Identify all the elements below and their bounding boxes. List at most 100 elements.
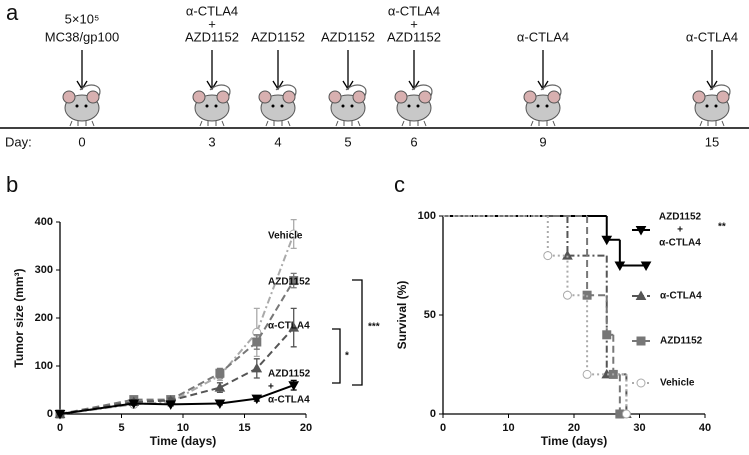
mouse [692, 84, 731, 127]
x-tick-label: 20 [568, 422, 580, 434]
mouse-feet [335, 120, 361, 127]
marker [54, 410, 66, 420]
mouse-eye [205, 104, 209, 108]
marker [251, 362, 263, 373]
marker [165, 400, 177, 410]
legend-label: + [677, 225, 683, 236]
mouse-ear [328, 90, 342, 104]
mouse-eye [545, 104, 549, 108]
treatment-label: AZD1152 [321, 29, 375, 44]
legend-label: AZD1152 [660, 336, 703, 347]
treatment-label: MC38/gp100 [45, 29, 119, 44]
x-tick-label: 30 [633, 422, 645, 434]
mouse-ear [86, 90, 100, 104]
legend-label: α-CTLA4 [659, 238, 701, 249]
significance-label: * [345, 351, 349, 362]
marker [636, 378, 646, 388]
treatment-label: + [208, 16, 216, 31]
x-axis-label: Time (days) [541, 434, 607, 448]
mouse [62, 84, 101, 127]
significance-bracket [352, 279, 363, 386]
panel-label: b [6, 172, 18, 197]
mouse [523, 84, 562, 127]
x-tick-label: 5 [118, 422, 124, 434]
marker [602, 330, 612, 340]
series-line [59, 233, 295, 415]
marker [635, 290, 647, 300]
y-axis-label: Survival (%) [395, 281, 409, 350]
mouse-eye [84, 104, 88, 108]
mouse-ear [258, 90, 272, 104]
marker [288, 381, 300, 391]
mouse-feet [699, 120, 725, 127]
treatment-label: AZD1152 [185, 29, 239, 44]
marker [214, 399, 226, 409]
marker [214, 382, 226, 392]
y-axis-label: Tumor size (mm³) [12, 268, 26, 367]
y-tick-label: 400 [35, 216, 53, 228]
marker [288, 322, 300, 332]
mouse-eye [75, 104, 79, 108]
treatment-label: α-CTLA4 [686, 29, 738, 44]
y-tick-label: 50 [424, 309, 436, 321]
marker [614, 261, 626, 272]
legend-label: α-CTLA4 [268, 395, 310, 406]
series-line [59, 280, 295, 415]
treatment-label: α-CTLA4 [517, 29, 569, 44]
marker [252, 337, 262, 347]
marker [621, 409, 631, 419]
y-tick-label: 300 [35, 264, 53, 276]
marker [215, 368, 225, 378]
x-tick-label: 40 [699, 422, 711, 434]
mouse-ear [692, 90, 706, 104]
treatment-label: α-CTLA4 [388, 3, 440, 18]
treatment-label: AZD1152 [251, 29, 305, 44]
series-line [59, 384, 295, 415]
legend-label: α-CTLA4 [268, 321, 310, 332]
y-tick-label: 0 [430, 408, 436, 420]
mouse-eye [407, 104, 411, 108]
mouse-eye [705, 104, 709, 108]
significance-label: ** [718, 222, 726, 233]
significance-label: *** [368, 322, 380, 333]
mouse [328, 84, 367, 127]
legend-label: AZD1152 [268, 277, 311, 288]
mouse-ear [62, 90, 76, 104]
mouse-eye [280, 104, 284, 108]
y-tick-label: 100 [35, 360, 53, 372]
mouse-ear [192, 90, 206, 104]
legend-label: Vehicle [660, 378, 695, 389]
mouse-feet [265, 120, 291, 127]
marker [289, 229, 299, 239]
mouse-eye [350, 104, 354, 108]
legend-label: AZD1152 [268, 369, 311, 380]
mouse-eye [536, 104, 540, 108]
mouse-ear [523, 90, 537, 104]
legend-label: Vehicle [268, 231, 303, 242]
legend-label: + [268, 382, 274, 393]
marker [601, 235, 613, 246]
mouse-ear [716, 90, 730, 104]
marker [636, 336, 646, 346]
day-number: 0 [78, 134, 85, 149]
x-tick-label: 15 [238, 422, 250, 434]
significance-bracket [332, 328, 341, 384]
day-number: 5 [344, 134, 351, 149]
marker [128, 399, 140, 409]
panel-label: c [394, 172, 405, 197]
x-tick-label: 0 [440, 422, 446, 434]
mouse-eye [416, 104, 420, 108]
mouse-ear [394, 90, 408, 104]
day-number: 4 [274, 134, 281, 149]
mouse-eye [714, 104, 718, 108]
day-number: 3 [208, 134, 215, 149]
marker [640, 261, 652, 272]
mouse-feet [199, 120, 225, 127]
mouse [394, 84, 433, 127]
mouse-ear [282, 90, 296, 104]
series-line [59, 326, 295, 415]
marker [251, 394, 263, 405]
panel-label: a [6, 0, 19, 25]
treatment-label: AZD1152 [387, 29, 441, 44]
